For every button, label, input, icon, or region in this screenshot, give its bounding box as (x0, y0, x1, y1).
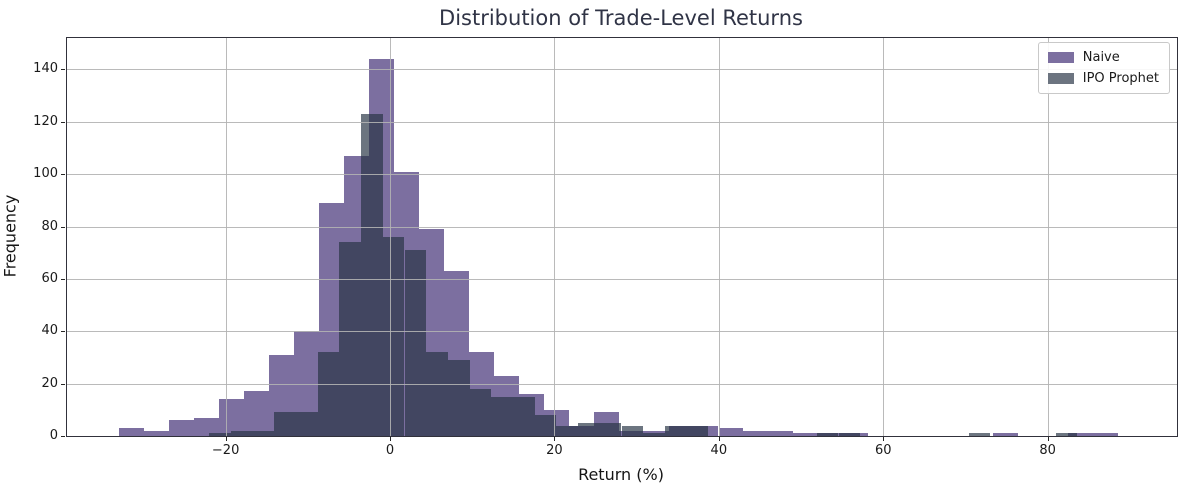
x-tick-label: 60 (874, 443, 892, 458)
histogram-bar-ipo-prophet (274, 412, 296, 436)
histogram-bar-ipo-prophet (534, 415, 557, 436)
gridline (554, 38, 556, 436)
y-tick-label: 40 (41, 323, 58, 339)
histogram-bar-naive (193, 417, 219, 436)
legend-item-label: Naive (1082, 50, 1120, 65)
histogram-bar-ipo-prophet (599, 422, 622, 436)
histogram-bar-ipo-prophet (621, 425, 644, 436)
x-tick-mark (390, 437, 392, 441)
histogram-bar-ipo-prophet (686, 425, 709, 436)
x-tick-label: 0 (385, 443, 395, 458)
naive-swatch (1047, 52, 1074, 63)
histogram-bar-ipo-prophet (578, 422, 600, 436)
x-tick-mark (225, 437, 227, 441)
gridline (390, 38, 392, 436)
gridline (67, 331, 1177, 333)
histogram-bar-ipo-prophet (491, 396, 513, 436)
histogram-bar-ipo-prophet (296, 412, 318, 436)
gridline (718, 38, 720, 436)
y-tick-mark (61, 278, 65, 280)
histogram-bar-ipo-prophet (230, 430, 253, 436)
histogram-bar-ipo-prophet (1055, 433, 1078, 436)
y-tick-mark (61, 69, 65, 71)
histogram-bar-ipo-prophet (664, 425, 687, 436)
y-tick-mark (61, 226, 65, 228)
histogram-bar-naive (243, 391, 269, 436)
y-tick-label: 0 (49, 428, 58, 443)
histogram-bar-naive (218, 399, 244, 436)
histogram-bar-naive (643, 430, 669, 436)
y-tick-label: 80 (41, 218, 58, 234)
histogram-bar-naive (993, 433, 1019, 436)
x-tick-label: 20 (546, 443, 563, 458)
histogram-bar-ipo-prophet (643, 433, 665, 436)
histogram-bar-ipo-prophet (361, 113, 383, 436)
x-axis-label: Return (%) (578, 465, 664, 484)
histogram-bar-ipo-prophet (469, 388, 492, 436)
histogram-bar-naive (143, 430, 169, 436)
y-tick-label: 20 (41, 375, 58, 391)
x-tick-mark (718, 437, 720, 441)
histogram-bar-naive (768, 430, 794, 436)
gridline (883, 38, 885, 436)
y-tick-label: 100 (33, 166, 58, 182)
y-axis-label: Frequency (0, 194, 20, 278)
histogram-bar-naive (118, 428, 144, 436)
histogram-bar-naive (1093, 433, 1119, 436)
histogram-bar-naive (793, 433, 819, 436)
ipo-prophet-swatch (1047, 73, 1074, 84)
x-tick-mark (554, 437, 556, 441)
gridline (1047, 38, 1049, 436)
histogram-bar-ipo-prophet (426, 352, 448, 436)
histogram-bar-naive (1068, 433, 1094, 436)
histogram-bar-ipo-prophet (209, 433, 231, 436)
y-tick-mark (61, 436, 65, 437)
x-tick-label: 80 (1039, 443, 1056, 458)
y-tick-label: 140 (33, 61, 58, 77)
gridline (67, 278, 1177, 280)
legend: Naive IPO Prophet (1037, 42, 1170, 94)
gridline (67, 383, 1177, 385)
histogram-bar-ipo-prophet (513, 396, 535, 436)
histogram-bar-ipo-prophet (838, 433, 861, 436)
histogram-bar-ipo-prophet (447, 360, 470, 436)
gridline (67, 174, 1177, 176)
legend-item-label: IPO Prophet (1082, 71, 1159, 86)
histogram-bar-naive (718, 428, 744, 436)
y-tick-mark (61, 331, 65, 333)
y-tick-label: 120 (33, 113, 58, 129)
gridline (225, 38, 227, 436)
x-tick-mark (1047, 437, 1049, 441)
x-tick-label: 40 (710, 443, 728, 458)
legend-item: Naive (1047, 50, 1159, 65)
histogram-bar-ipo-prophet (252, 430, 275, 436)
plot-area (66, 37, 1178, 437)
histogram-bar-ipo-prophet (382, 237, 405, 436)
histogram-bar-ipo-prophet (968, 433, 991, 436)
histogram-bar-naive (743, 430, 769, 436)
gridline (67, 121, 1177, 123)
histogram-bar-ipo-prophet (556, 425, 579, 436)
gridline (67, 226, 1177, 228)
legend-item: IPO Prophet (1047, 71, 1159, 86)
chart-title: Distribution of Trade-Level Returns (439, 6, 803, 30)
x-tick-mark (883, 437, 885, 441)
y-tick-label: 60 (41, 270, 58, 286)
histogram-bar-ipo-prophet (317, 352, 340, 436)
gridline (67, 69, 1177, 71)
histogram-bar-ipo-prophet (339, 242, 362, 436)
histogram-bar-naive (168, 420, 194, 436)
x-tick-label: −20 (211, 443, 240, 458)
y-tick-mark (61, 174, 65, 176)
histogram-bar-ipo-prophet (816, 433, 839, 436)
y-tick-mark (61, 121, 65, 123)
y-tick-mark (61, 383, 65, 385)
histogram-bar-ipo-prophet (404, 250, 427, 436)
